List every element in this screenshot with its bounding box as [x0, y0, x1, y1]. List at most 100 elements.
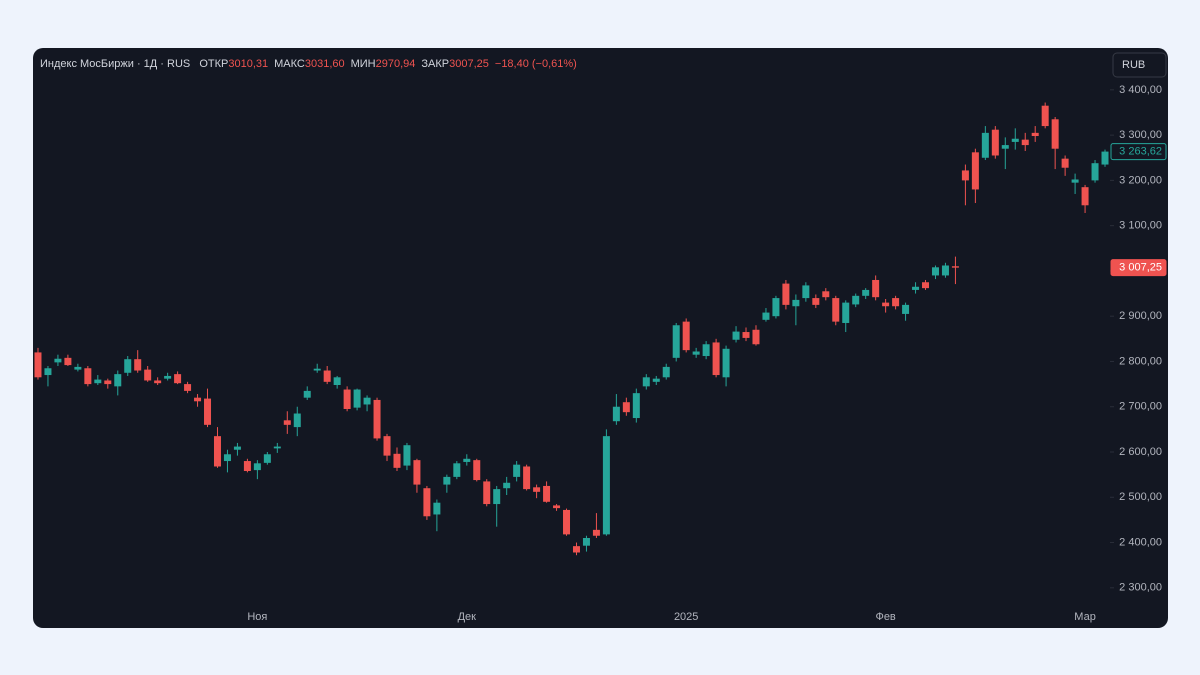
candle-body: [463, 458, 471, 462]
candle-body: [513, 464, 521, 477]
y-tick-label: 2 800,00: [1119, 355, 1162, 367]
candle-body: [961, 170, 969, 181]
candle-body: [622, 402, 630, 413]
header: Индекс МосБиржи · 1Д · RUS ОТКР3010,31 МА…: [40, 58, 577, 70]
candle-body: [204, 398, 212, 425]
candle-body: [812, 298, 820, 305]
x-tick-label: Мар: [1074, 611, 1096, 623]
candle-body: [263, 454, 271, 463]
legend-label: ОТКР: [199, 58, 228, 70]
candle-body: [453, 463, 461, 477]
candle-body: [473, 460, 481, 481]
candle-body: [333, 377, 341, 385]
candle-body: [832, 298, 840, 322]
candle-body: [762, 312, 770, 320]
candle-body: [383, 436, 391, 456]
candle-body: [1061, 158, 1069, 168]
price-label-box: [1110, 143, 1167, 161]
candle-body: [343, 389, 351, 409]
currency-button[interactable]: [1112, 52, 1167, 78]
candle-body: [632, 393, 640, 419]
candle-body: [293, 413, 301, 428]
candle-body: [443, 476, 451, 485]
y-tick-label: 2 900,00: [1119, 310, 1162, 322]
y-tick-label: 2 500,00: [1119, 491, 1162, 503]
candle-body: [154, 380, 162, 384]
candle-body: [752, 329, 760, 345]
candle-body: [64, 357, 72, 366]
candle-body: [273, 446, 281, 449]
candle-body: [981, 132, 989, 158]
price-label: 3 263,62: [1119, 145, 1162, 157]
candle-body: [253, 463, 261, 471]
candle-body: [413, 460, 421, 485]
price-label-box: [1110, 259, 1167, 277]
chart-title: Индекс МосБиржи · 1Д · RUS: [40, 58, 190, 70]
candle-body: [782, 283, 790, 305]
candle-body: [1021, 139, 1029, 146]
candle-body: [403, 445, 411, 466]
candle-body: [802, 285, 810, 299]
candle-body: [363, 397, 371, 405]
y-tick-label: 2 700,00: [1119, 401, 1162, 413]
candle-body: [543, 485, 551, 502]
candle-body: [104, 380, 112, 385]
x-tick-label: Ноя: [247, 611, 267, 623]
candle-body: [1071, 179, 1079, 183]
candle-body: [702, 344, 710, 357]
candle-body: [1081, 187, 1089, 206]
x-tick-label: Фев: [875, 611, 895, 623]
candle-body: [34, 352, 42, 378]
candle-body: [692, 351, 700, 355]
candle-body: [572, 546, 580, 553]
y-tick-label: 2 600,00: [1119, 446, 1162, 458]
candle-body: [1011, 138, 1019, 142]
y-tick-label: 2 400,00: [1119, 536, 1162, 548]
candle-body: [553, 505, 561, 509]
candle-body: [303, 390, 311, 398]
candle-body: [54, 358, 62, 363]
candle-body: [533, 487, 541, 492]
candle-body: [134, 359, 142, 371]
candle-body: [842, 302, 850, 323]
candle-body: [602, 436, 610, 535]
candle-body: [174, 374, 182, 384]
legend-change: −18,40 (−0,61%): [495, 58, 577, 70]
candle-body: [902, 304, 910, 314]
candle-body: [892, 298, 900, 307]
candle-body: [563, 509, 571, 535]
legend-value: 2970,94: [376, 58, 416, 70]
candle-body: [642, 377, 650, 387]
candle-body: [792, 299, 800, 307]
candle-body: [233, 446, 241, 450]
candle-body: [1001, 145, 1009, 149]
candle-body: [1041, 105, 1049, 127]
legend-value: 3010,31: [228, 58, 268, 70]
candle-body: [922, 282, 930, 289]
x-tick-label: 2025: [674, 611, 698, 623]
candle-body: [682, 321, 690, 351]
candle-body: [194, 397, 202, 402]
candle-body: [582, 538, 590, 546]
candle-body: [1091, 163, 1099, 181]
candle-body: [84, 368, 92, 385]
candle-body: [712, 342, 720, 376]
price-label: 3 007,25: [1119, 262, 1162, 274]
candle-body: [74, 366, 82, 370]
candle-body: [373, 399, 381, 439]
y-tick-label: 3 300,00: [1119, 129, 1162, 141]
currency-label[interactable]: RUB: [1122, 59, 1145, 71]
candle-body: [592, 529, 600, 536]
candle-body: [523, 466, 531, 490]
candle-body: [662, 366, 670, 378]
candle-body: [852, 295, 860, 305]
candle-body: [184, 384, 192, 391]
candle-body: [1051, 119, 1059, 149]
candle-body: [313, 368, 321, 371]
y-tick-label: 3 200,00: [1119, 174, 1162, 186]
candle-body: [912, 286, 920, 290]
legend-label: МАКС: [274, 58, 305, 70]
candle-body: [124, 359, 132, 373]
candle-body: [393, 453, 401, 468]
